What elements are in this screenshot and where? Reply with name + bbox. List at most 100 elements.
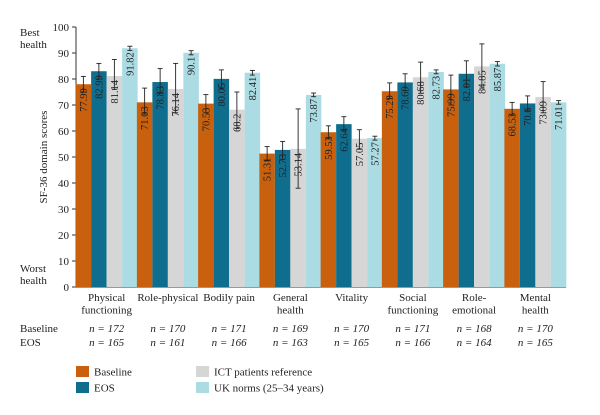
n-value: n = 163	[273, 337, 308, 349]
y-tick-label: 40	[58, 178, 70, 190]
bar	[412, 77, 429, 288]
n-value: n = 171	[395, 323, 430, 335]
bar	[550, 102, 567, 288]
bar-value-label: 70.53	[201, 108, 212, 132]
category-label: General	[273, 292, 308, 304]
n-value: n = 165	[518, 337, 553, 349]
bar-value-label: 80.68	[416, 81, 427, 105]
bar-value-label: 73.87	[309, 99, 320, 123]
bar	[136, 102, 153, 288]
bar	[75, 84, 92, 287]
y-tick-label: 90	[58, 48, 70, 60]
y-axis-title: SF-36 domain scores	[38, 111, 50, 204]
y-tick-label: 50	[58, 152, 70, 164]
bar	[229, 109, 245, 288]
n-value: n = 170	[334, 323, 369, 335]
y-tick-label: 0	[64, 282, 70, 294]
bar	[504, 108, 520, 288]
category-label: Mental	[520, 292, 551, 304]
category-label: Social	[399, 292, 427, 304]
bar-value-label: 53.14	[294, 152, 305, 176]
bar-value-label: 70.6	[523, 107, 534, 125]
bar	[183, 52, 199, 287]
y-tick-label: 80	[58, 74, 70, 86]
y-tick-label: 10	[58, 256, 70, 268]
n-value: n = 169	[273, 323, 308, 335]
y-tick-label: 70	[58, 100, 70, 112]
legend-label: Baseline	[94, 367, 132, 379]
bar	[305, 94, 322, 287]
category-label: health	[277, 305, 304, 317]
y-tick-label: 60	[58, 126, 70, 138]
n-value: n = 172	[89, 323, 124, 335]
bar	[244, 72, 261, 287]
bar-value-label: 59.53	[324, 136, 335, 160]
n-value: n = 166	[395, 337, 430, 349]
legend-label: ICT patients reference	[214, 367, 312, 379]
bar	[443, 89, 459, 288]
bar-value-label: 51.31	[263, 158, 274, 182]
bar	[381, 91, 398, 287]
bar-value-label: 77.99	[79, 88, 90, 112]
bar	[428, 71, 444, 287]
y-tick-label: 20	[58, 230, 70, 242]
worst-health-label: Worst	[20, 263, 46, 275]
bar	[106, 76, 123, 287]
bar	[167, 89, 184, 287]
bar-value-label: 90.1	[187, 57, 198, 75]
bar-value-label: 68.2	[232, 114, 243, 132]
bar	[336, 124, 352, 287]
bar	[198, 103, 214, 287]
bar	[489, 63, 506, 287]
bar-value-label: 91.82	[125, 52, 136, 76]
category-label: Vitality	[335, 292, 368, 304]
bar-value-label: 85.87	[493, 68, 504, 92]
category-label: health	[522, 305, 549, 317]
best-health-label: Best	[20, 27, 40, 39]
n-value: n = 161	[150, 337, 185, 349]
bar-value-label: 80.05	[217, 83, 228, 107]
n-value: n = 170	[518, 323, 553, 335]
bar	[367, 138, 383, 287]
legend-swatch	[76, 382, 89, 393]
category-label: Physical	[88, 292, 125, 304]
bar	[259, 153, 275, 287]
bar-value-label: 75.99	[446, 93, 457, 117]
bar	[290, 148, 306, 287]
bar	[519, 103, 536, 287]
n-value: n = 170	[150, 323, 185, 335]
bar	[152, 82, 168, 288]
bar-value-label: 82.73	[432, 76, 443, 100]
bar-value-label: 76.14	[171, 92, 182, 116]
bar	[474, 66, 490, 287]
legend-label: EOS	[94, 383, 115, 395]
legend-label: UK norms (25–34 years)	[214, 383, 324, 395]
n-row-label: EOS	[20, 337, 41, 349]
category-label: Role-physical	[137, 292, 198, 304]
category-label: emotional	[452, 305, 496, 317]
best-health-label: health	[20, 39, 47, 51]
y-tick-label: 100	[53, 22, 70, 34]
bar	[274, 149, 291, 287]
category-label: functioning	[388, 305, 439, 317]
n-value: n = 171	[212, 323, 247, 335]
legend-swatch	[196, 382, 209, 393]
y-tick-label: 30	[58, 204, 70, 216]
bar-value-label: 62.64	[339, 127, 350, 151]
bar-value-label: 57.05	[355, 143, 366, 167]
n-value: n = 165	[334, 337, 369, 349]
n-value: n = 166	[212, 337, 247, 349]
bar-value-label: 57.27	[370, 142, 381, 166]
bar-value-label: 71.01	[554, 106, 565, 130]
bar-value-label: 73.09	[539, 101, 550, 125]
bar	[351, 138, 368, 287]
category-label: Bodily pain	[203, 292, 255, 304]
bar-value-label: 78.69	[401, 86, 412, 110]
n-value: n = 165	[89, 337, 124, 349]
legend-swatch	[76, 366, 89, 377]
bar-value-label: 52.73	[278, 154, 289, 178]
bar	[91, 71, 107, 287]
bar-value-label: 78.83	[156, 86, 167, 110]
bar-value-label: 82.41	[248, 77, 259, 101]
